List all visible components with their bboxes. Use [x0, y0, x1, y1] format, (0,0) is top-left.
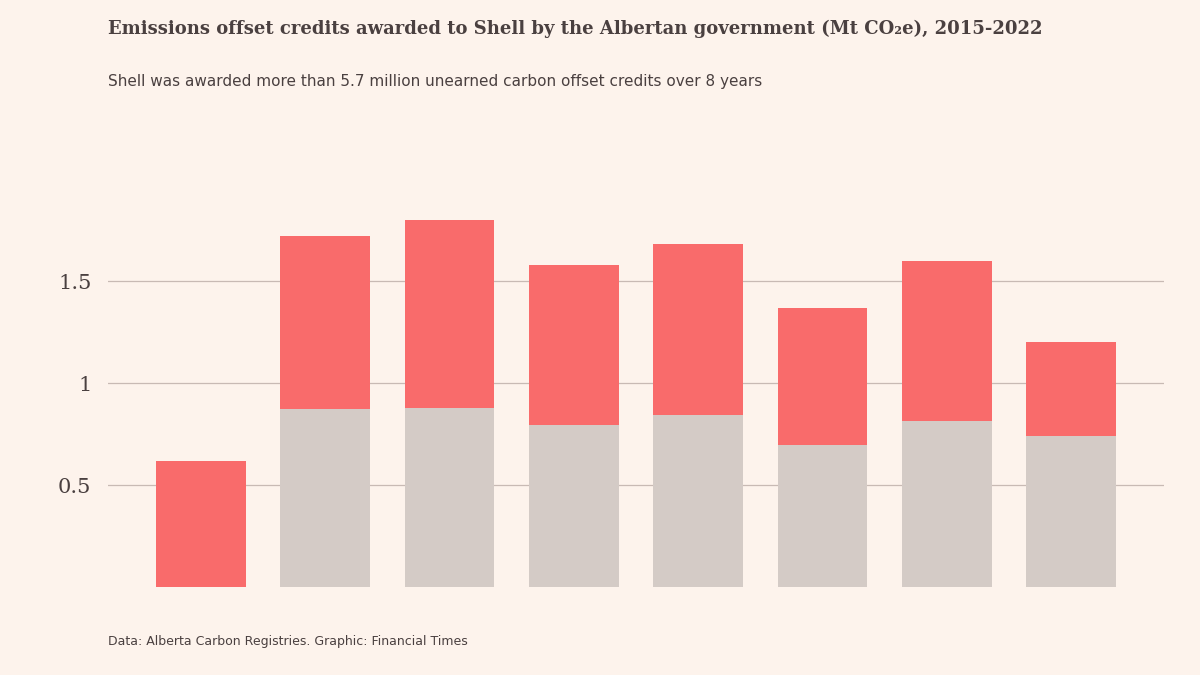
Bar [778, 446, 868, 587]
Bar [529, 265, 618, 587]
Bar [654, 414, 743, 587]
Bar [281, 408, 370, 587]
Bar [778, 308, 868, 587]
Bar [529, 425, 618, 587]
Text: Data: Alberta Carbon Registries. Graphic: Financial Times: Data: Alberta Carbon Registries. Graphic… [108, 635, 468, 648]
Bar [156, 460, 246, 587]
Text: Shell was awarded more than 5.7 million unearned carbon offset credits over 8 ye: Shell was awarded more than 5.7 million … [108, 74, 762, 89]
Bar [1026, 436, 1116, 587]
Bar [654, 244, 743, 587]
Bar [902, 421, 991, 587]
Bar [281, 236, 370, 587]
Bar [404, 220, 494, 587]
Text: Emissions offset credits awarded to Shell by the Albertan government (Mt CO₂e), : Emissions offset credits awarded to Shel… [108, 20, 1043, 38]
Bar [1026, 342, 1116, 587]
Bar [404, 408, 494, 587]
Bar [902, 261, 991, 587]
